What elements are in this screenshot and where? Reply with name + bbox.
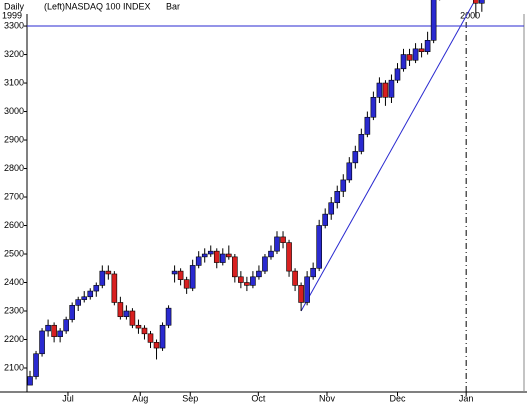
candle-body (274, 236, 280, 252)
candle-body (424, 39, 431, 52)
candle-body (219, 253, 226, 263)
y-tick-label: 2700 (4, 191, 24, 201)
candle-body (177, 270, 184, 280)
candle-body (370, 96, 377, 118)
header-axis: (Left) (44, 1, 65, 11)
candle-body (45, 324, 51, 332)
candle-body (189, 265, 196, 289)
x-tick-label: Jan (459, 393, 474, 403)
candle-body (129, 310, 136, 326)
candle-body (123, 310, 130, 318)
year-label: 2000 (460, 10, 480, 20)
candle-body (473, 0, 479, 4)
y-tick-label: 3300 (4, 20, 24, 30)
header-style: Bar (166, 1, 180, 11)
candle-body (412, 48, 419, 61)
candle-body (292, 270, 298, 286)
year-label: 1999 (2, 10, 22, 20)
candle-body (376, 82, 383, 98)
candle-body (141, 327, 148, 335)
candle-body (232, 256, 238, 278)
y-tick-label: 2800 (4, 163, 24, 173)
candle-body (322, 213, 329, 226)
candle-body (394, 68, 401, 81)
candle-body (406, 54, 413, 61)
candle-body (256, 270, 262, 278)
candle-body (310, 267, 316, 278)
candle-body (280, 236, 286, 243)
candle-body (340, 179, 347, 192)
y-tick-label: 2900 (4, 134, 24, 144)
candle-body (334, 191, 341, 204)
y-tick-label: 2500 (4, 248, 24, 258)
candle-body (479, 0, 485, 4)
candle-body (195, 256, 202, 266)
y-tick-label: 2400 (4, 277, 24, 287)
x-tick-label: Jul (62, 393, 74, 403)
candle-body (75, 299, 82, 306)
candle-body (286, 242, 292, 272)
x-tick-label: Oct (251, 393, 266, 403)
candle-body (213, 250, 220, 263)
header-title: NASDAQ 100 INDEX (65, 1, 151, 11)
candle-body (87, 290, 94, 298)
x-tick-label: Dec (389, 393, 406, 403)
candle-body (316, 225, 322, 269)
y-tick-label: 3000 (4, 106, 24, 116)
candle-body (69, 305, 75, 320)
y-tick-label: 2600 (4, 220, 24, 230)
candle-body (111, 273, 118, 303)
y-tick-label: 3100 (4, 77, 24, 87)
candle-body (51, 324, 57, 337)
candle-body (135, 324, 142, 329)
candle-body (400, 54, 407, 70)
candle-body (364, 116, 371, 135)
trendline (300, 0, 476, 312)
candle-body (153, 342, 160, 349)
candle-body (250, 276, 256, 286)
candle-body (418, 48, 425, 52)
candle-body (117, 302, 124, 318)
candle-body (183, 279, 190, 289)
candle-body (171, 270, 178, 275)
candle-body (33, 353, 39, 377)
candle-body (304, 276, 310, 303)
x-tick-label: Aug (132, 393, 148, 403)
candle-body (57, 330, 63, 337)
candle-body (238, 276, 244, 283)
candle-body (382, 82, 389, 98)
candle-body (244, 282, 250, 286)
candle-body (27, 376, 33, 386)
x-tick-label: Nov (319, 393, 336, 403)
candle-body (63, 319, 69, 332)
candle-body (201, 253, 208, 258)
candle-body (298, 285, 304, 303)
header-period: Daily (4, 1, 25, 11)
y-tick-label: 3200 (4, 49, 24, 59)
x-tick-label: Sep (182, 393, 198, 403)
candle-body (147, 333, 154, 343)
candle-body (207, 250, 214, 255)
y-tick-label: 2300 (4, 305, 24, 315)
candle-body (262, 256, 268, 272)
candle-body (358, 134, 365, 152)
candle-body (99, 270, 106, 286)
candle-body (165, 307, 172, 326)
y-tick-label: 2100 (4, 362, 24, 372)
candle-body (430, 0, 437, 41)
y-tick-label: 2200 (4, 334, 24, 344)
candle-body (328, 202, 335, 215)
candle-body (352, 151, 359, 164)
candle-body (226, 253, 232, 258)
candle-body (93, 285, 100, 292)
candle-body (39, 330, 45, 355)
candle-body (105, 270, 112, 275)
candle-body (388, 79, 395, 98)
candle-body (81, 296, 88, 300)
candle-body (159, 324, 166, 349)
candle-body (268, 250, 274, 258)
candle-body (346, 162, 353, 181)
